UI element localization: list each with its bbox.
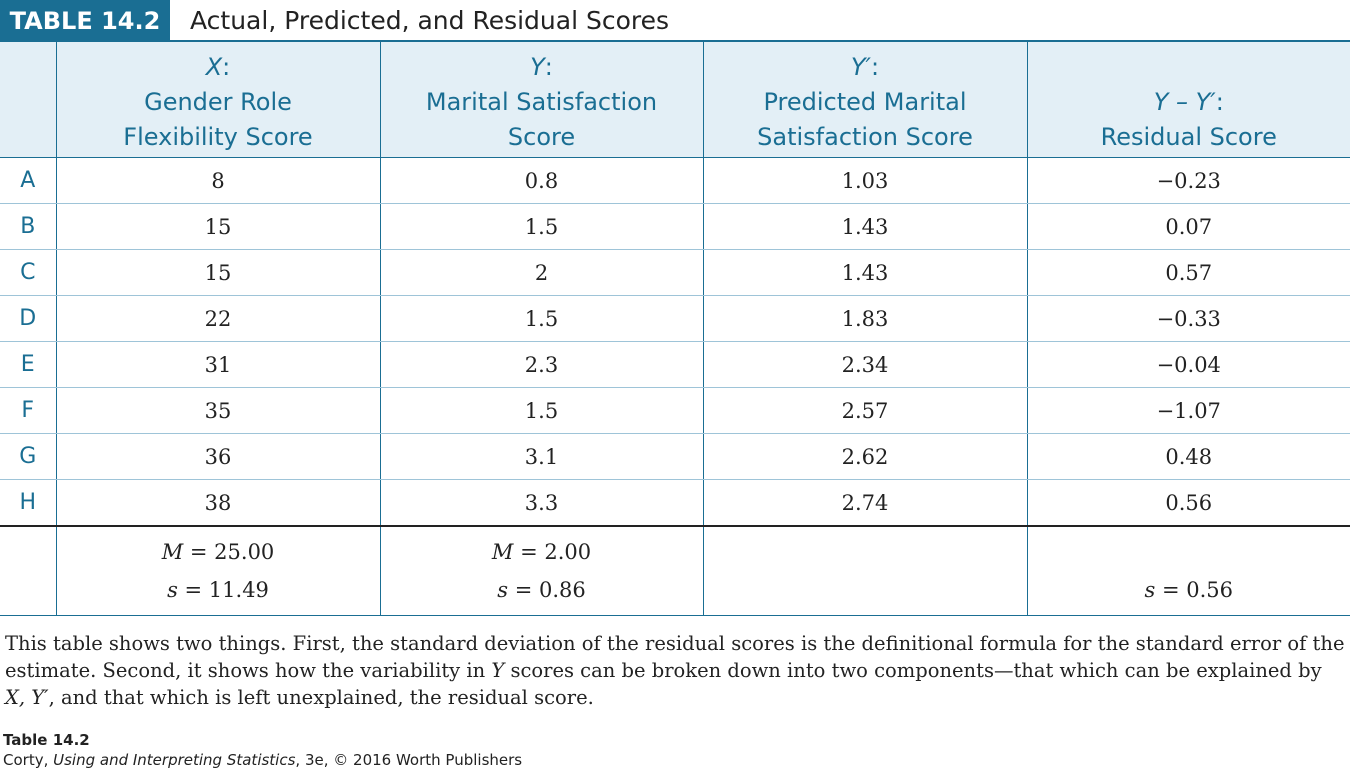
table-row: A 8 0.8 1.03 −0.23 [0, 157, 1350, 204]
table-caption: This table shows two things. First, the … [5, 632, 1345, 709]
row-label: C [0, 249, 56, 296]
y-cell: 1.5 [379, 295, 703, 342]
x-cell: 38 [55, 479, 380, 527]
x-cell: 15 [55, 249, 380, 296]
y-predicted-cell: 2.34 [702, 341, 1027, 388]
y-cell: 0.8 [379, 157, 703, 204]
residual-sd: s = 0.56 [1144, 578, 1234, 602]
residual-cell: 0.57 [1026, 249, 1350, 296]
table-row: E 31 2.3 2.34 −0.04 [0, 341, 1350, 388]
table-row: D 22 1.5 1.83 −0.33 [0, 295, 1350, 342]
row-label: F [0, 387, 56, 434]
x-cell: 15 [55, 203, 380, 250]
source-footer: Table 14.2 Corty, Using and Interpreting… [3, 730, 522, 771]
x-cell: 31 [55, 341, 380, 388]
scores-table: X: Gender Role Flexibility Score Y: Marital… [0, 42, 1350, 616]
x-mean: M = 25.00 [161, 540, 275, 564]
y-predicted-summary-cell [702, 526, 1027, 616]
row-label: D [0, 295, 56, 342]
footer-table-label: Table 14.2 [3, 731, 90, 749]
summary-label-cell [0, 526, 56, 616]
header-row: X: Gender Role Flexibility Score Y: Marital… [0, 42, 1350, 158]
residual-cell: 0.07 [1026, 203, 1350, 250]
residual-cell: −1.07 [1026, 387, 1350, 434]
row-label: E [0, 341, 56, 388]
y-cell: 2 [379, 249, 703, 296]
y-cell: 3.1 [379, 433, 703, 480]
table-row: H 38 3.3 2.74 0.56 [0, 479, 1350, 527]
y-cell: 3.3 [379, 479, 703, 527]
footer-citation: Corty, Using and Interpreting Statistics… [3, 751, 523, 769]
y-sd: s = 0.86 [497, 578, 586, 602]
table-row: G 36 3.1 2.62 0.48 [0, 433, 1350, 480]
summary-row: M = 25.00 s = 11.49 M = 2.00 s = 0.86 s … [0, 526, 1350, 616]
residual-cell: 0.56 [1026, 479, 1350, 527]
y-mean: M = 2.00 [491, 540, 592, 564]
x-cell: 22 [55, 295, 380, 342]
y-predicted-cell: 2.62 [702, 433, 1027, 480]
column-header-residual: Y – Y′: Residual Score [1026, 42, 1350, 158]
y-summary-cell: M = 2.00 s = 0.86 [379, 526, 703, 616]
residual-summary-cell: s = 0.56 [1026, 526, 1350, 616]
table-row: C 15 2 1.43 0.57 [0, 249, 1350, 296]
y-predicted-cell: 2.74 [702, 479, 1027, 527]
table-row: F 35 1.5 2.57 −1.07 [0, 387, 1350, 434]
table-title-bar: TABLE 14.2 Actual, Predicted, and Residu… [0, 0, 1350, 42]
x-cell: 36 [55, 433, 380, 480]
residual-cell: −0.33 [1026, 295, 1350, 342]
residual-cell: 0.48 [1026, 433, 1350, 480]
column-header-y: Y: Marital Satisfaction Score [379, 42, 703, 158]
row-label: G [0, 433, 56, 480]
residual-cell: −0.04 [1026, 341, 1350, 388]
y-predicted-cell: 1.83 [702, 295, 1027, 342]
y-predicted-cell: 1.43 [702, 203, 1027, 250]
column-header-x: X: Gender Role Flexibility Score [55, 42, 380, 158]
y-cell: 2.3 [379, 341, 703, 388]
row-label: B [0, 203, 56, 250]
row-label: H [0, 479, 56, 527]
row-label: A [0, 157, 56, 204]
residual-cell: −0.23 [1026, 157, 1350, 204]
table-row: B 15 1.5 1.43 0.07 [0, 203, 1350, 250]
row-label-header [0, 42, 56, 158]
x-cell: 8 [55, 157, 380, 204]
y-predicted-cell: 2.57 [702, 387, 1027, 434]
y-predicted-cell: 1.43 [702, 249, 1027, 296]
y-cell: 1.5 [379, 203, 703, 250]
table-number-label: TABLE 14.2 [0, 0, 170, 42]
x-cell: 35 [55, 387, 380, 434]
y-cell: 1.5 [379, 387, 703, 434]
x-sd: s = 11.49 [167, 578, 269, 602]
table-title: Actual, Predicted, and Residual Scores [190, 6, 670, 35]
column-header-y-predicted: Y′: Predicted Marital Satisfaction Score [702, 42, 1027, 158]
y-predicted-cell: 1.03 [702, 157, 1027, 204]
x-summary-cell: M = 25.00 s = 11.49 [55, 526, 380, 616]
